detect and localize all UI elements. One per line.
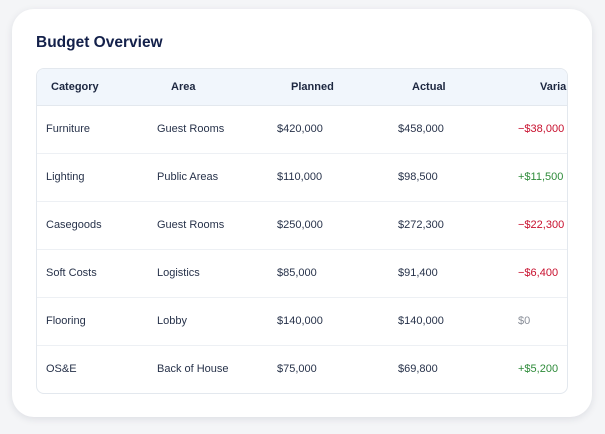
cell-variance: −$38,000 <box>518 123 565 135</box>
cell-category: Lighting <box>37 152 157 201</box>
budget-card: Budget Overview Category Area Planned Ac… <box>12 9 592 417</box>
card-title: Budget Overview <box>36 34 163 51</box>
column-header-area: Area <box>157 69 277 106</box>
cell-actual: $98,500 <box>398 152 518 201</box>
cell-planned: $140,000 <box>277 296 398 345</box>
cell-category: Soft Costs <box>37 248 157 297</box>
table-row: Furniture Guest Rooms $420,000 $458,000 … <box>37 105 567 153</box>
column-header-variance: Variance <box>518 69 567 106</box>
table-header: Category Area Planned Actual Variance <box>37 69 567 106</box>
budget-table-container: Category Area Planned Actual Variance Fu… <box>36 68 568 394</box>
cell-area: Public Areas <box>157 152 277 201</box>
cell-category: Flooring <box>37 296 157 345</box>
cell-variance: −$6,400 <box>518 248 567 297</box>
cell-area: Back of House <box>157 344 277 393</box>
cell-planned: $420,000 <box>277 123 323 135</box>
table-row: OS&E Back of House $75,000 $69,800 +$5,2… <box>37 344 567 393</box>
cell-actual: $140,000 <box>398 296 518 345</box>
cell-planned: $75,000 <box>277 344 398 393</box>
cell-planned: $250,000 <box>277 200 398 249</box>
cell-category: Casegoods <box>37 200 157 249</box>
cell-actual: $91,400 <box>398 248 518 297</box>
cell-variance: $0 <box>518 296 567 345</box>
table-row: Casegoods Guest Rooms $250,000 $272,300 … <box>37 200 567 249</box>
cell-category: Furniture <box>46 123 91 135</box>
cell-category: OS&E <box>37 344 157 393</box>
cell-planned: $110,000 <box>277 152 398 201</box>
column-header-actual: Actual <box>398 69 518 106</box>
table-body: Furniture Guest Rooms $420,000 $458,000 … <box>37 105 567 393</box>
cell-planned: $85,000 <box>277 248 398 297</box>
column-header-planned: Planned <box>277 69 398 106</box>
header-row: Category Area Planned Actual Variance <box>37 69 567 106</box>
cell-actual: $69,800 <box>398 344 518 393</box>
cell-area: Lobby <box>157 296 277 345</box>
cell-area: Guest Rooms <box>157 123 225 135</box>
column-header-category: Category <box>37 69 157 106</box>
table-row: Flooring Lobby $140,000 $140,000 $0 <box>37 296 567 345</box>
budget-table: Category Area Planned Actual Variance Fu… <box>37 69 567 393</box>
cell-area: Logistics <box>157 248 277 297</box>
table-row: Lighting Public Areas $110,000 $98,500 +… <box>37 152 567 201</box>
cell-area: Guest Rooms <box>157 200 277 249</box>
cell-variance: −$22,300 <box>518 200 567 249</box>
cell-variance: +$5,200 <box>518 344 567 393</box>
cell-variance: +$11,500 <box>518 152 567 201</box>
cell-actual: $458,000 <box>398 123 444 135</box>
cell-actual: $272,300 <box>398 200 518 249</box>
table-row: Soft Costs Logistics $85,000 $91,400 −$6… <box>37 248 567 297</box>
